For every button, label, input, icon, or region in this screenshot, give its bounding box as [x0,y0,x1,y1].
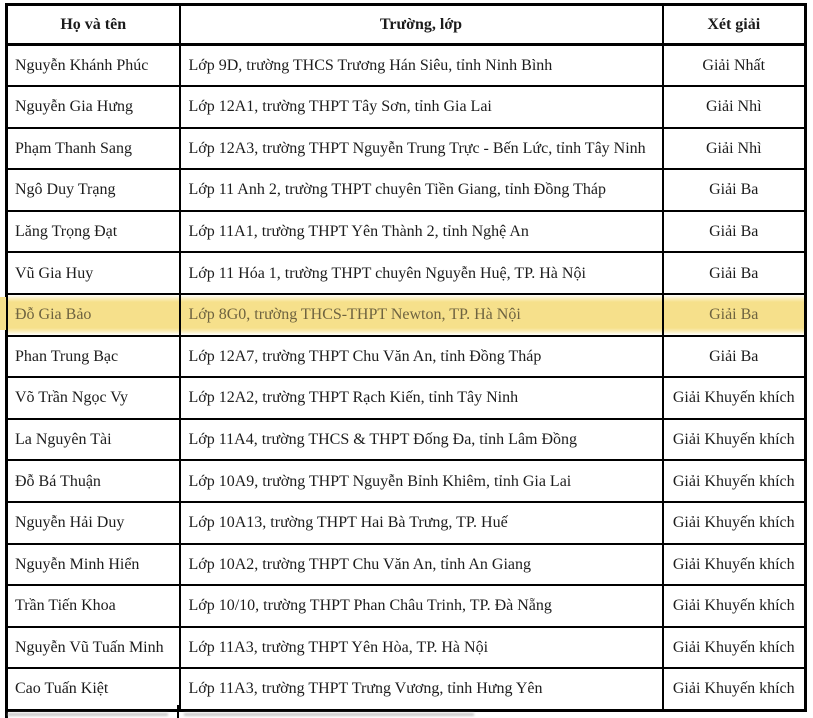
school-cell: Lớp 10A9, trường THPT Nguyễn Bỉnh Khiêm,… [178,459,664,504]
column-header-school: Trường, lớp [178,3,664,46]
prize-cell: Giải Nhì [661,85,807,129]
table-body: Nguyễn Khánh Phúc Lớp 9D, trường THCS Trư… [5,43,807,711]
table-row: Ngô Duy Trạng Lớp 11 Anh 2, trường THPT c… [5,168,807,212]
name-cell: Nguyễn Hải Duy [5,501,181,545]
table-row: Nguyễn Vũ Tuấn Minh Lớp 11A3, trường THPT… [5,625,807,670]
school-cell: Lớp 11A3, trường THPT Trưng Vương, tỉnh … [178,667,664,711]
school-cell: Lớp 10/10, trường THPT Phan Châu Trinh, … [178,584,664,628]
school-cell: Lớp 10A13, trường THPT Hai Bà Trưng, TP.… [178,501,664,545]
table-row: Phan Trung Bạc Lớp 12A7, trường THPT Chu … [5,334,807,379]
next-row-cutoff-smudge [184,713,474,716]
prize-cell: Giải Khuyến khích [661,459,807,504]
name-cell: Phan Trung Bạc [5,334,181,379]
next-row-left-border-stub [5,705,8,718]
name-cell: Đỗ Bá Thuận [5,459,181,504]
table-row: Trần Tiến Khoa Lớp 10/10, trường THPT Pha… [5,584,807,628]
table-row: Nguyễn Khánh Phúc Lớp 9D, trường THCS Trư… [5,43,807,88]
table-row: Nguyễn Minh Hiển Lớp 10A2, trường THPT Ch… [5,542,807,587]
results-table: Họ và tên Trường, lớp Xét giải Nguyễn Kh… [5,3,807,712]
table-row: Đỗ Gia Bảo Lớp 8G0, trường THCS-THPT Newt… [5,293,807,337]
name-cell: Trần Tiến Khoa [5,584,181,628]
school-cell: Lớp 10A2, trường THPT Chu Văn An, tỉnh A… [178,542,664,587]
name-cell: Phạm Thanh Sang [5,126,181,171]
table-row: Lăng Trọng Đạt Lớp 11A1, trường THPT Yên … [5,209,807,254]
school-cell: Lớp 11 Anh 2, trường THPT chuyên Tiền Gi… [178,168,664,212]
school-cell: Lớp 11A4, trường THCS & THPT Đống Đa, tỉ… [178,417,664,462]
name-cell: Lăng Trọng Đạt [5,209,181,254]
table-row: La Nguyên Tài Lớp 11A4, trường THCS & THP… [5,417,807,462]
prize-cell: Giải Khuyến khích [661,501,807,545]
header-row: Họ và tên Trường, lớp Xét giải [5,3,807,46]
name-cell: Vũ Gia Huy [5,251,181,296]
school-cell: Lớp 9D, trường THCS Trương Hán Siêu, tỉn… [178,43,664,88]
table-row: Cao Tuấn Kiệt Lớp 11A3, trường THPT Trưng… [5,667,807,711]
prize-cell: Giải Nhì [661,126,807,171]
school-cell: Lớp 11A1, trường THPT Yên Thành 2, tỉnh … [178,209,664,254]
prize-cell: Giải Ba [661,209,807,254]
name-cell: Nguyễn Minh Hiển [5,542,181,587]
school-cell: Lớp 11 Hóa 1, trường THPT chuyên Nguyễn … [178,251,664,296]
highlight-left-strip [0,297,6,330]
name-cell: Cao Tuấn Kiệt [5,667,181,711]
prize-cell: Giải Khuyến khích [661,417,807,462]
school-cell: Lớp 12A7, trường THPT Chu Văn An, tỉnh Đ… [178,334,664,379]
school-cell: Lớp 11A3, trường THPT Yên Hòa, TP. Hà Nộ… [178,625,664,670]
name-cell: Nguyễn Khánh Phúc [5,43,181,88]
name-cell: Đỗ Gia Bảo [5,293,181,337]
next-row-cutoff-smudge [8,713,168,716]
table-row: Vũ Gia Huy Lớp 11 Hóa 1, trường THPT chuy… [5,251,807,296]
column-header-name: Họ và tên [5,3,181,46]
school-cell: Lớp 12A1, trường THPT Tây Sơn, tỉnh Gia … [178,85,664,129]
name-cell: Nguyễn Gia Hưng [5,85,181,129]
prize-cell: Giải Khuyến khích [661,625,807,670]
school-cell: Lớp 12A2, trường THPT Rạch Kiến, tỉnh Tâ… [178,376,664,420]
prize-cell: Giải Khuyến khích [661,584,807,628]
name-cell: Võ Trần Ngọc Vy [5,376,181,420]
school-cell: Lớp 8G0, trường THCS-THPT Newton, TP. Hà… [178,293,664,337]
table-row: Nguyễn Hải Duy Lớp 10A13, trường THPT Hai… [5,501,807,545]
table-row: Đỗ Bá Thuận Lớp 10A9, trường THPT Nguyễn … [5,459,807,504]
name-cell: Ngô Duy Trạng [5,168,181,212]
school-cell: Lớp 12A3, trường THPT Nguyễn Trung Trực … [178,126,664,171]
table-row: Võ Trần Ngọc Vy Lớp 12A2, trường THPT Rạc… [5,376,807,420]
prize-cell: Giải Khuyến khích [661,667,807,711]
table-row: Nguyễn Gia Hưng Lớp 12A1, trường THPT Tây… [5,85,807,129]
column-header-prize: Xét giải [661,3,807,46]
name-cell: La Nguyên Tài [5,417,181,462]
prize-cell: Giải Khuyến khích [661,376,807,420]
next-row-column-border-stub [177,705,179,718]
prize-cell: Giải Nhất [661,43,807,88]
table-row: Phạm Thanh Sang Lớp 12A3, trường THPT Ngu… [5,126,807,171]
prize-cell: Giải Ba [661,251,807,296]
name-cell: Nguyễn Vũ Tuấn Minh [5,625,181,670]
prize-cell: Giải Ba [661,293,807,337]
prize-cell: Giải Ba [661,334,807,379]
prize-cell: Giải Khuyến khích [661,542,807,587]
prize-cell: Giải Ba [661,168,807,212]
